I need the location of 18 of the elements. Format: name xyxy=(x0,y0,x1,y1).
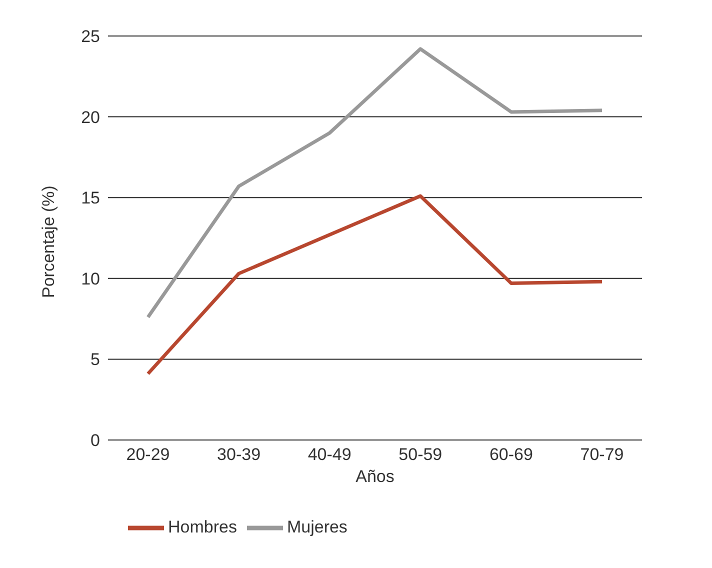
x-tick-label: 20-29 xyxy=(126,445,170,464)
line-series xyxy=(146,194,604,376)
y-tick-label: 5 xyxy=(90,350,100,370)
y-tick-label: 25 xyxy=(81,27,100,46)
legend-label: Mujeres xyxy=(286,517,348,536)
line-series xyxy=(146,47,604,319)
x-tick-label: 60-69 xyxy=(489,445,533,464)
y-tick-label: 0 xyxy=(90,431,100,450)
x-tick-label: 30-39 xyxy=(217,445,261,464)
legend-label: Hombres xyxy=(168,517,237,536)
y-tick-label: 10 xyxy=(81,269,100,288)
x-tick-label: 50-59 xyxy=(398,445,442,464)
x-tick-label: 40-49 xyxy=(308,445,352,464)
y-tick-label: 20 xyxy=(81,108,100,127)
y-axis-title: Porcentaje (%) xyxy=(39,186,58,298)
x-tick-label: 70-79 xyxy=(580,445,624,464)
x-axis-title: Años xyxy=(356,467,394,486)
y-tick-label: 15 xyxy=(81,188,100,208)
